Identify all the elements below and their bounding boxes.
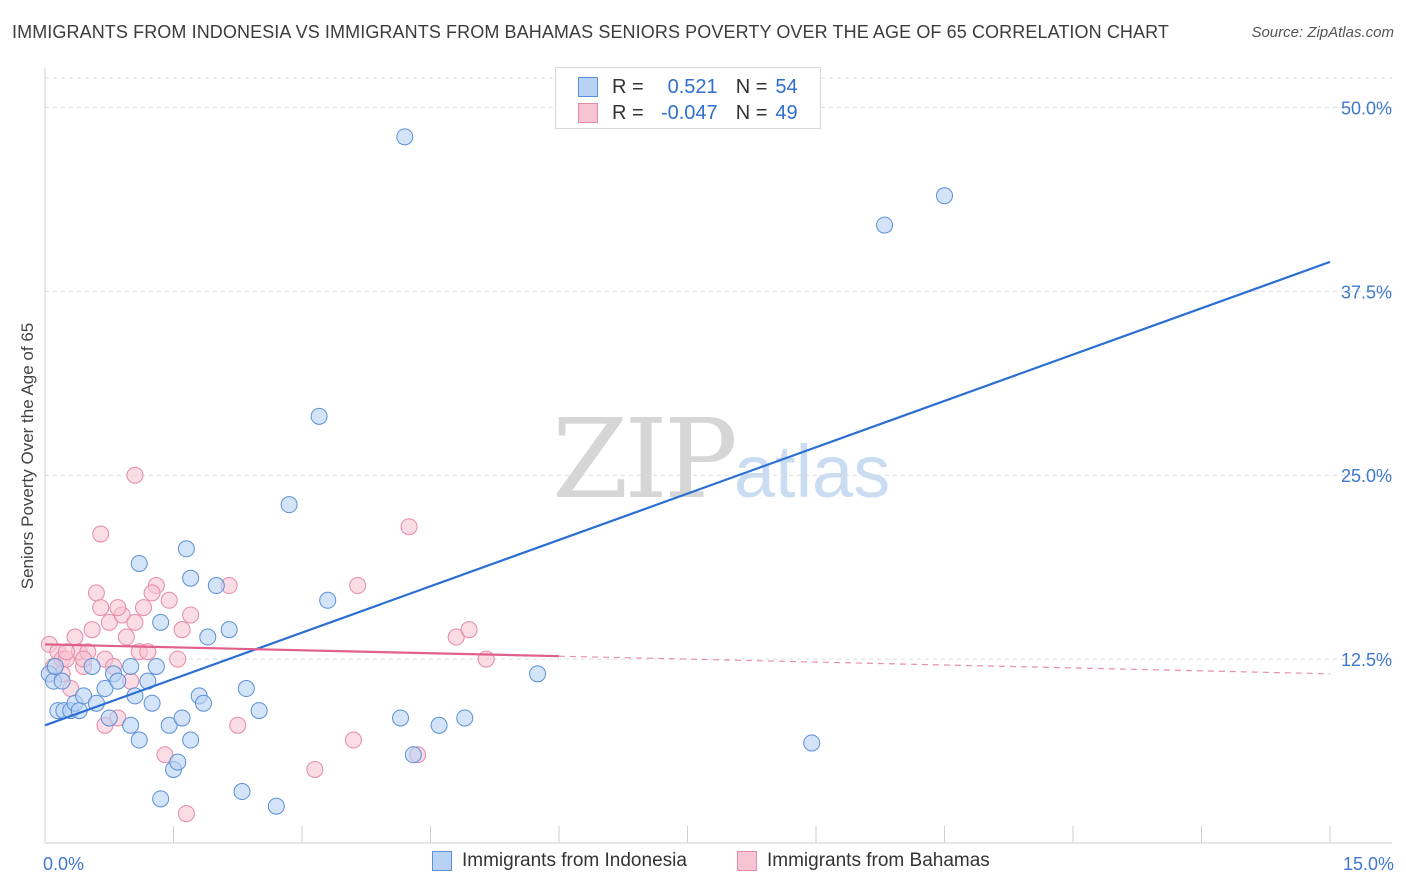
legend-swatch-bahamas [578, 103, 598, 123]
legend-r-value-indonesia: 0.521 [667, 75, 718, 98]
bahamas-point [156, 746, 174, 764]
bahamas-point [87, 584, 105, 602]
indonesia-point [250, 702, 268, 720]
legend-n-value-indonesia: 54 [775, 75, 798, 98]
bahamas-point [135, 599, 153, 617]
bahamas-point [460, 621, 478, 639]
indonesia-point [199, 628, 217, 646]
indonesia-point [267, 797, 285, 815]
indonesia-point [803, 734, 821, 752]
indonesia-point [220, 621, 238, 639]
bahamas-point [117, 628, 135, 646]
indonesia-point [876, 216, 894, 234]
indonesia-point [529, 665, 547, 683]
indonesia-point [152, 790, 170, 808]
bahamas-point [92, 599, 110, 617]
legend-r-value-bahamas: -0.047 [660, 101, 718, 124]
indonesia-point [194, 694, 212, 712]
indonesia-point [404, 746, 422, 764]
legend-r-label: R = [612, 75, 644, 98]
legend-row-indonesia: R = 0.521 N = 54 [578, 74, 798, 100]
bahamas-point [182, 606, 200, 624]
bahamas-point [173, 621, 191, 639]
bahamas-point [229, 716, 247, 734]
bahamas-point [447, 628, 465, 646]
indonesia-point [392, 709, 410, 727]
chart-title: IMMIGRANTS FROM INDONESIA VS IMMIGRANTS … [12, 22, 1170, 42]
bahamas-point [177, 805, 195, 823]
y-tick-label: 37.5% [1341, 282, 1392, 302]
bahamas-point [169, 650, 187, 668]
series-swatch-indonesia [432, 851, 452, 871]
indonesia-point [143, 694, 161, 712]
indonesia-point [130, 731, 148, 749]
indonesia-point [430, 716, 448, 734]
series-label-indonesia: Immigrants from Indonesia [462, 850, 687, 871]
bahamas-point [160, 591, 178, 609]
indonesia-point [122, 716, 140, 734]
indonesia-point [936, 187, 953, 205]
indonesia-point [147, 657, 165, 675]
indonesia-point [319, 591, 337, 609]
indonesia-point [160, 716, 178, 734]
legend-n-value-bahamas: 49 [775, 101, 798, 124]
bahamas-point [57, 643, 75, 661]
bahamas-point [83, 621, 101, 639]
bahamas-point [100, 613, 118, 631]
legend-swatch-indonesia [578, 77, 598, 97]
bahamas-trend-line-dashed [558, 655, 1331, 675]
indonesia-point [173, 709, 191, 727]
indonesia-point [169, 753, 187, 771]
indonesia-point [83, 657, 101, 675]
legend-row-bahamas: R = -0.047 N = 49 [578, 100, 798, 126]
indonesia-point [53, 672, 71, 690]
indonesia-point [396, 128, 414, 146]
source-credit: Source: ZipAtlas.com [1251, 24, 1394, 41]
y-tick-label: 12.5% [1341, 650, 1392, 670]
bahamas-point [92, 525, 110, 543]
indonesia-point [152, 613, 170, 631]
correlation-legend: R = 0.521 N = 54 R = -0.047 N = 49 [555, 67, 821, 129]
indonesia-point [177, 540, 195, 558]
indonesia-point [96, 680, 114, 698]
legend-n-label: N = [735, 101, 768, 124]
indonesia-point [456, 709, 474, 727]
bahamas-point [306, 760, 324, 778]
y-tick-label: 25.0% [1341, 466, 1392, 486]
indonesia-point [237, 680, 255, 698]
indonesia-point [109, 672, 127, 690]
indonesia-trend-line [44, 260, 1331, 727]
bahamas-point [400, 518, 418, 536]
legend-n-label: N = [735, 75, 768, 98]
bahamas-trend-line [44, 643, 560, 658]
series-label-bahamas: Immigrants from Bahamas [767, 850, 990, 871]
series-legend-indonesia: Immigrants from Indonesia [432, 850, 687, 872]
bahamas-point [349, 577, 367, 595]
bahamas-point [143, 584, 161, 602]
indonesia-point [233, 783, 251, 801]
indonesia-point [75, 687, 93, 705]
indonesia-point [310, 407, 328, 425]
indonesia-point [100, 709, 118, 727]
indonesia-point [130, 554, 148, 572]
y-tick-label: 50.0% [1341, 98, 1392, 118]
bahamas-point [126, 466, 144, 484]
indonesia-point [182, 731, 200, 749]
legend-r-label: R = [612, 101, 644, 124]
x-tick-label-min: 0.0% [43, 854, 84, 874]
bahamas-point [66, 628, 84, 646]
indonesia-point [46, 657, 64, 675]
series-legend-bahamas: Immigrants from Bahamas [737, 850, 990, 872]
indonesia-point [182, 569, 200, 587]
bahamas-point [344, 731, 362, 749]
indonesia-point [280, 496, 298, 514]
indonesia-point [207, 577, 225, 595]
x-tick-label-max: 15.0% [1343, 854, 1394, 874]
indonesia-point [122, 657, 140, 675]
bahamas-point [109, 599, 127, 617]
series-swatch-bahamas [737, 851, 757, 871]
bahamas-point [126, 613, 144, 631]
